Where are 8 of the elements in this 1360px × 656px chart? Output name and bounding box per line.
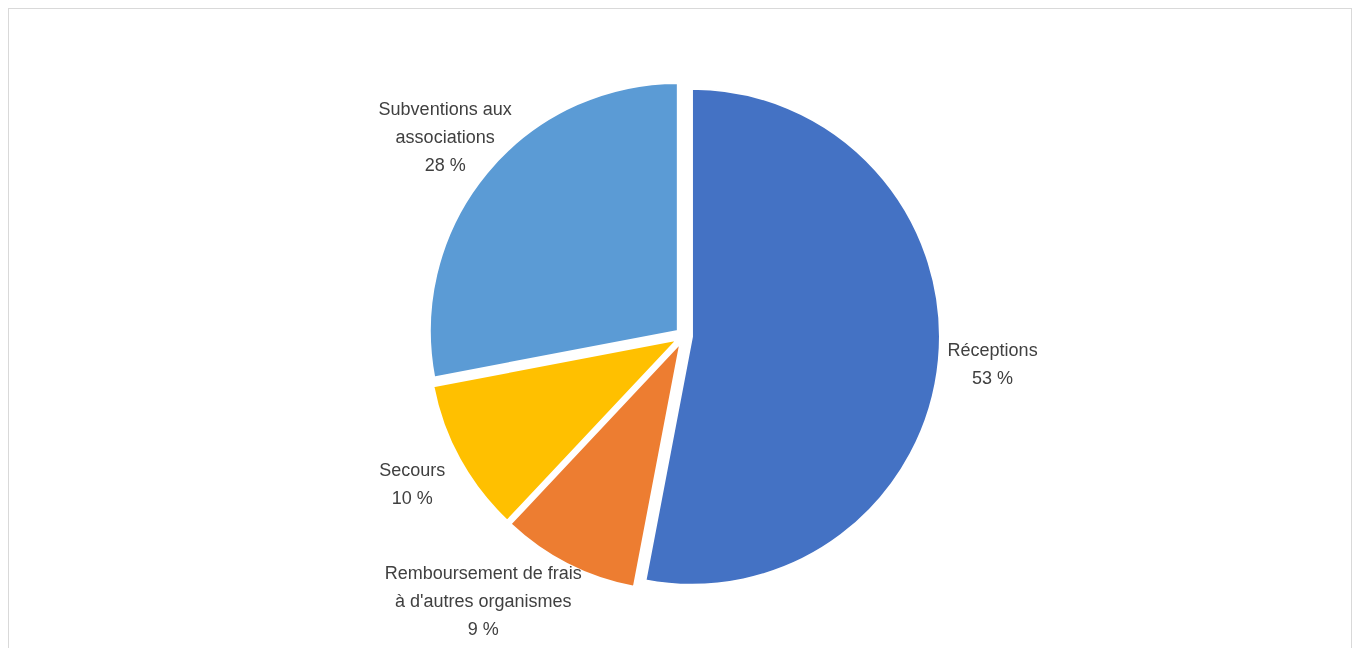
data-label: 28 % — [424, 155, 466, 176]
slice-label: Subventions aux associations — [378, 99, 512, 148]
data-label: 10 % — [391, 488, 433, 509]
slice-label: Secours — [379, 460, 446, 481]
slice-label: Remboursement de frais à d'autres organismes — [384, 562, 582, 611]
data-label: 9 % — [467, 618, 499, 639]
slice-label: Réceptions — [947, 339, 1038, 360]
data-label: 53 % — [972, 367, 1014, 388]
